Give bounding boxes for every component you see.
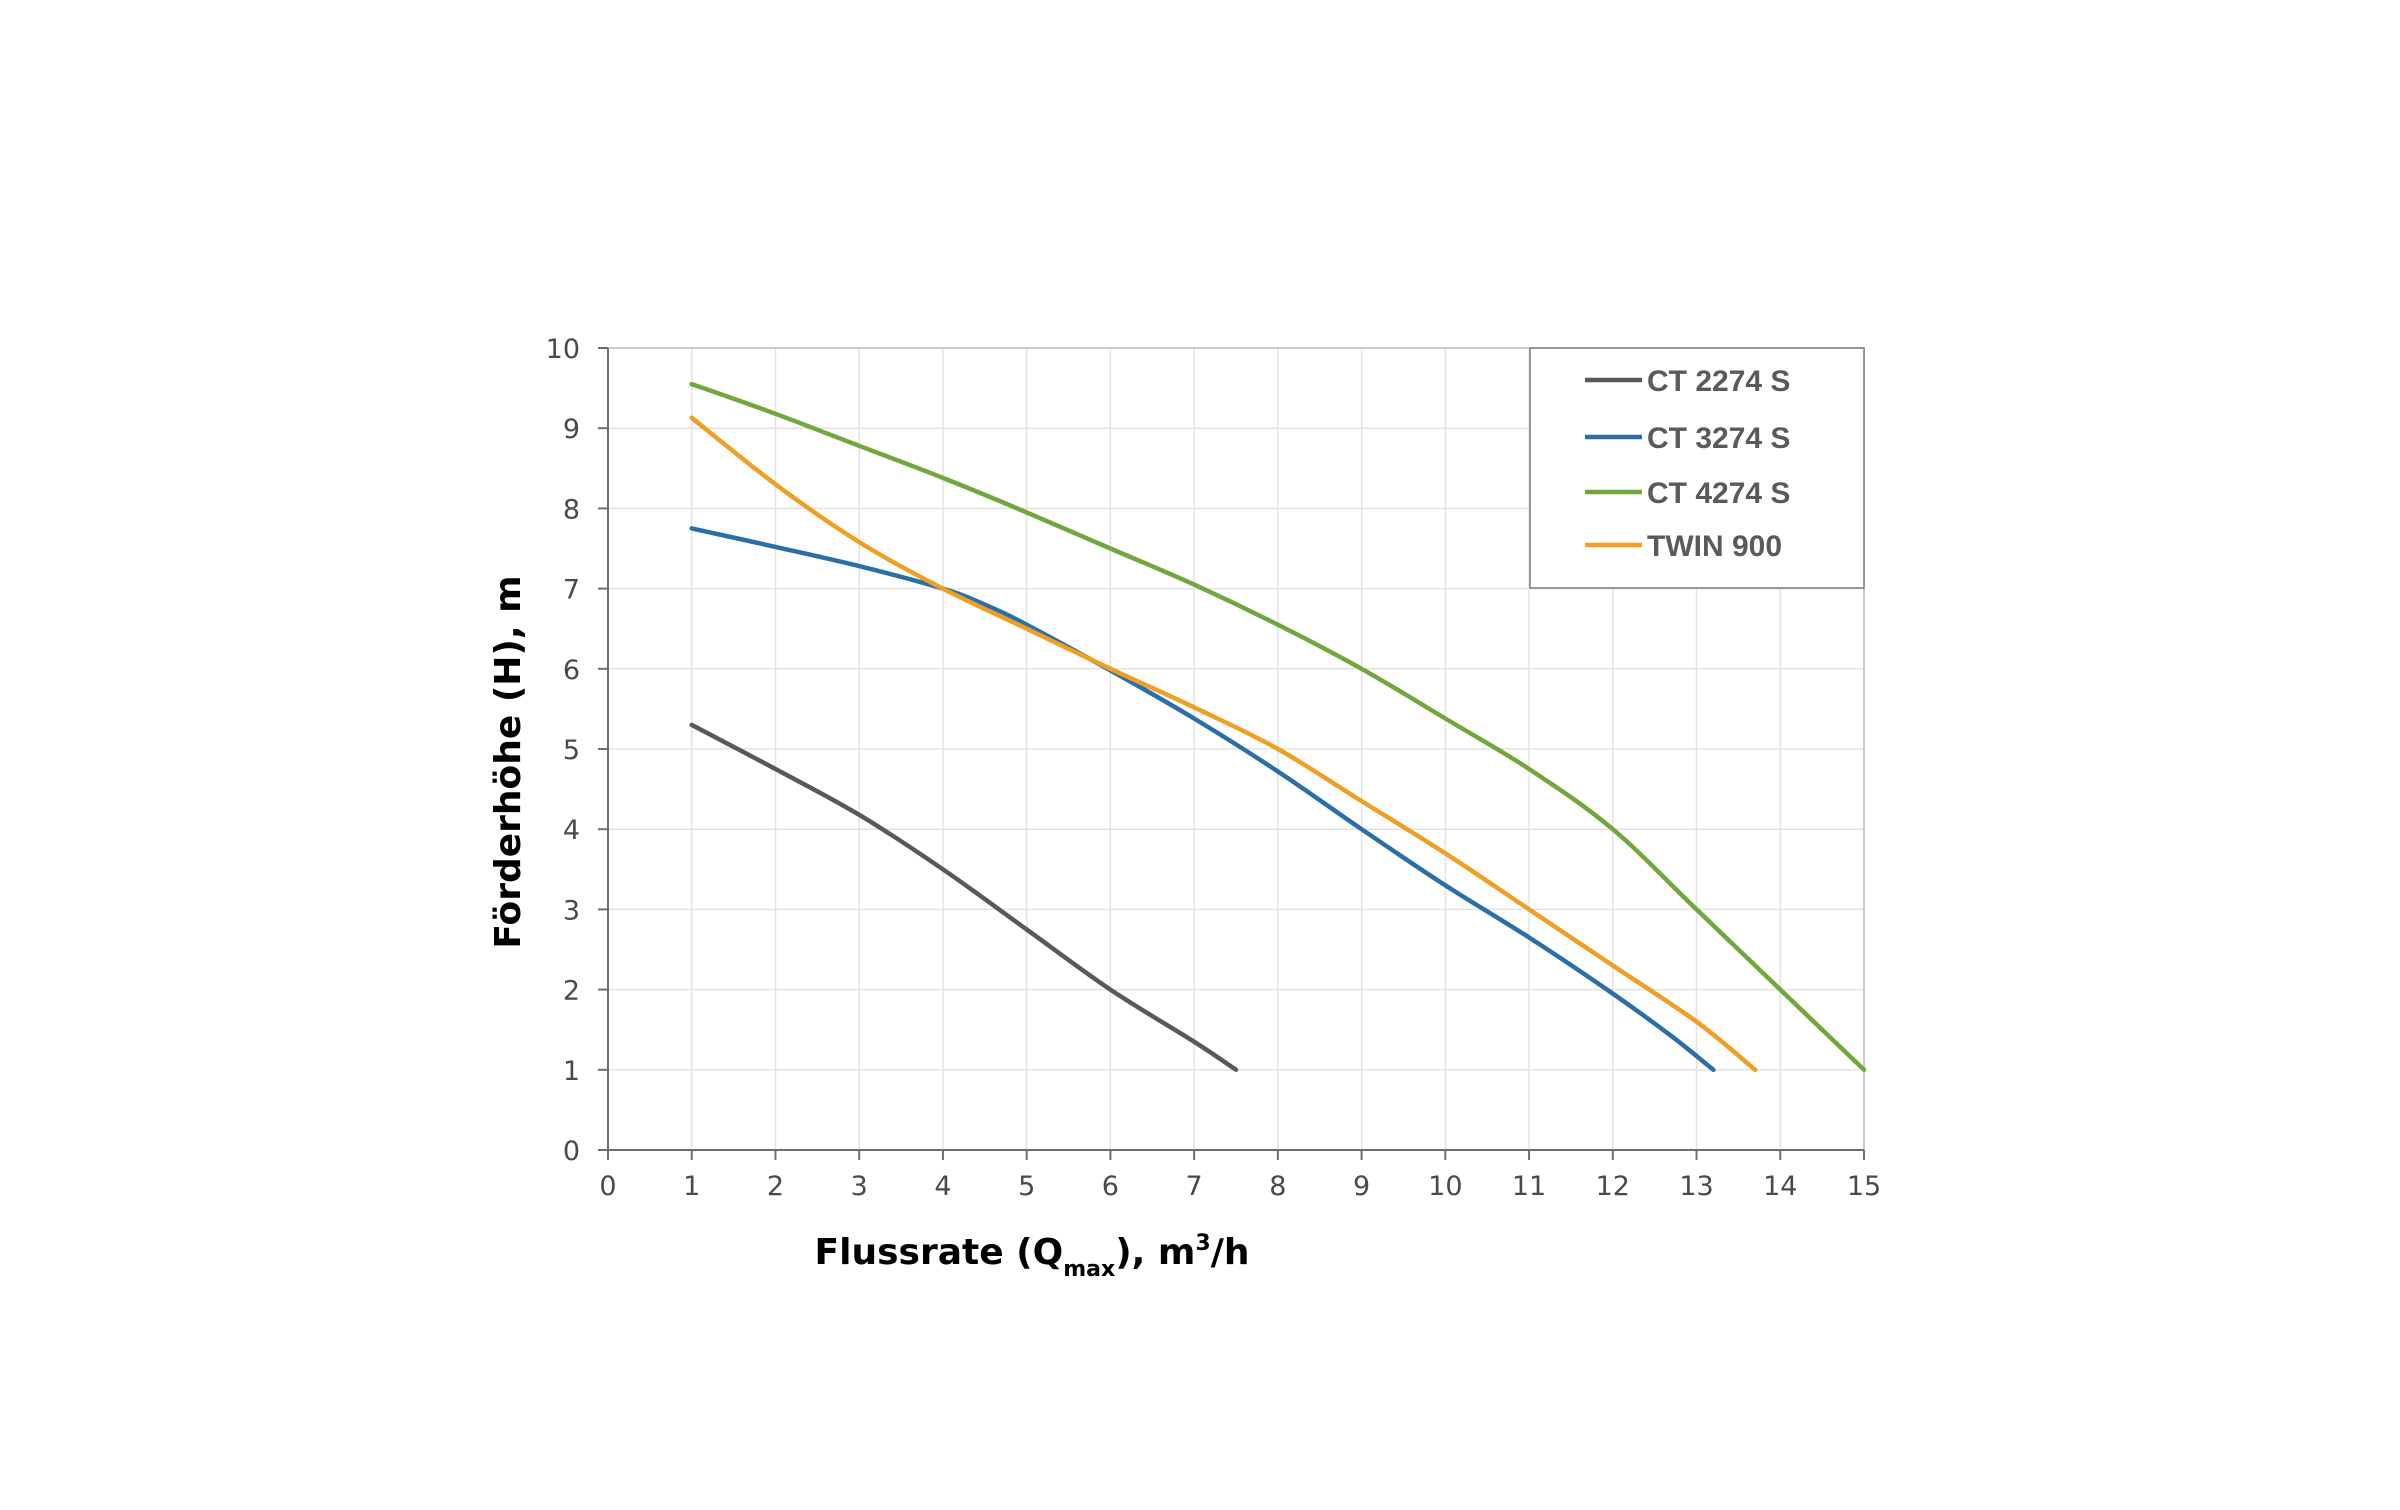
legend-label-ct-3274-s: CT 3274 S — [1647, 422, 1790, 455]
x-tick-label-3: 3 — [851, 1171, 868, 1202]
y-tick-label-3: 3 — [563, 895, 580, 926]
x-tick-label-5: 5 — [1018, 1171, 1035, 1202]
x-tick-label-13: 13 — [1679, 1171, 1713, 1202]
y-tick-label-0: 0 — [563, 1136, 580, 1167]
y-tick-label-6: 6 — [563, 655, 580, 686]
y-tick-label-9: 9 — [563, 414, 580, 445]
x-axis-title-subscript: max — [1063, 1257, 1115, 1282]
legend-label-ct-2274-s: CT 2274 S — [1647, 365, 1790, 398]
series-line-twin-900 — [689, 415, 1758, 1073]
x-axis-title: Flussrate (Qmax), m3/h — [815, 1231, 1250, 1282]
x-tick-label-12: 12 — [1596, 1171, 1630, 1202]
series-lines — [689, 381, 1867, 1073]
series-line-ct-4274-s — [689, 381, 1867, 1073]
legend-label-ct-4274-s: CT 4274 S — [1647, 477, 1790, 510]
y-tick-label-5: 5 — [563, 735, 580, 766]
legend: CT 2274 S CT 3274 S CT 4274 S TWIN 900 — [1529, 347, 1865, 589]
y-tick-label-7: 7 — [563, 575, 580, 606]
x-axis-title-mid: ), m — [1115, 1232, 1195, 1273]
x-tick-labels: 0 1 2 3 4 5 6 7 8 9 10 11 12 13 14 15 — [599, 1171, 1881, 1202]
x-tick-label-11: 11 — [1512, 1171, 1546, 1202]
x-tick-label-9: 9 — [1353, 1171, 1370, 1202]
x-tick-label-1: 1 — [683, 1171, 700, 1202]
x-tick-label-4: 4 — [934, 1171, 951, 1202]
y-tick-label-1: 1 — [563, 1056, 580, 1087]
y-tick-label-10: 10 — [546, 334, 580, 365]
x-tick-label-2: 2 — [767, 1171, 784, 1202]
x-axis-title-superscript: 3 — [1195, 1231, 1210, 1256]
y-tick-label-2: 2 — [563, 976, 580, 1007]
legend-label-twin-900: TWIN 900 — [1647, 530, 1782, 563]
series-line-ct-2274-s — [689, 722, 1239, 1073]
plot-frame — [598, 347, 1865, 1160]
y-tick-label-4: 4 — [563, 815, 580, 846]
y-axis-title: Förderhöhe (H), m — [488, 575, 529, 948]
legend-box — [1529, 347, 1865, 589]
y-tick-label-8: 8 — [563, 494, 580, 525]
x-axis-title-main: Flussrate (Q — [815, 1232, 1064, 1273]
y-tick-labels: 0 1 2 3 4 5 6 7 8 9 10 — [546, 334, 580, 1167]
x-tick-label-10: 10 — [1428, 1171, 1462, 1202]
x-tick-label-15: 15 — [1847, 1171, 1881, 1202]
x-tick-label-0: 0 — [599, 1171, 616, 1202]
x-tick-label-8: 8 — [1269, 1171, 1286, 1202]
x-axis-title-end: /h — [1211, 1232, 1250, 1273]
series-line-ct-3274-s — [689, 526, 1716, 1073]
x-tick-label-6: 6 — [1102, 1171, 1119, 1202]
x-tick-label-7: 7 — [1186, 1171, 1203, 1202]
x-tick-label-14: 14 — [1763, 1171, 1797, 1202]
